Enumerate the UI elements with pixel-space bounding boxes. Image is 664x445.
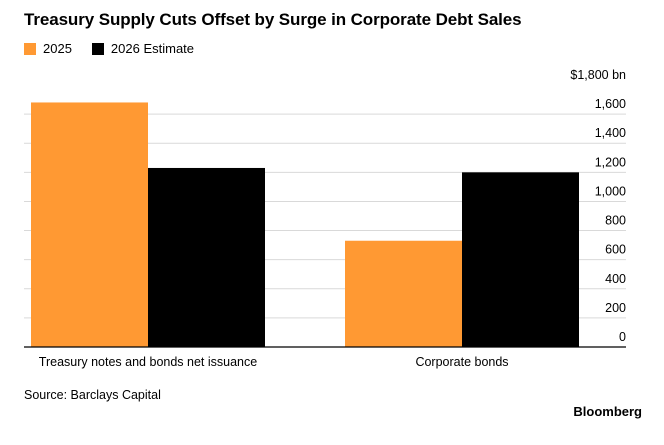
bar-layer — [31, 102, 579, 347]
y-tick-label: 1,000 — [595, 184, 626, 198]
y-tick-label: 600 — [605, 243, 626, 257]
y-tick-label: $1,800 bn — [570, 68, 626, 82]
legend-swatch-2025 — [24, 42, 36, 55]
x-category-label: Corporate bonds — [415, 355, 508, 369]
legend-item-2025: 2025 — [24, 41, 72, 56]
bar-2026 — [148, 167, 265, 347]
bar-2025 — [31, 102, 148, 347]
y-tick-label: 0 — [619, 330, 626, 344]
x-category-label: Treasury notes and bonds net issuance — [39, 355, 257, 369]
y-tick-label: 1,200 — [595, 155, 626, 169]
source-note: Source: Barclays Capital — [24, 388, 161, 402]
legend-label-2025: 2025 — [43, 41, 72, 56]
y-tick-label: 1,600 — [595, 97, 626, 111]
bar-2025 — [345, 240, 462, 347]
y-tick-label: 800 — [605, 214, 626, 228]
y-tick-label: 400 — [605, 272, 626, 286]
label-layer: 0 200 400 600 800 1,000 1,200 1,400 1,600 $1,800 … — [39, 68, 626, 369]
brand-logo-text: Bloomberg — [573, 404, 642, 419]
legend-item-2026: 2026 Estimate — [91, 41, 195, 56]
legend: 2025 2026 Estimate — [24, 41, 214, 56]
legend-label-2026: 2026 Estimate — [110, 41, 195, 56]
bar-2026 — [462, 172, 579, 347]
legend-swatch-2026 — [91, 42, 104, 55]
chart-title: Treasury Supply Cuts Offset by Surge in … — [24, 10, 522, 29]
y-tick-label: 200 — [605, 301, 626, 315]
y-tick-label: 1,400 — [595, 126, 626, 140]
